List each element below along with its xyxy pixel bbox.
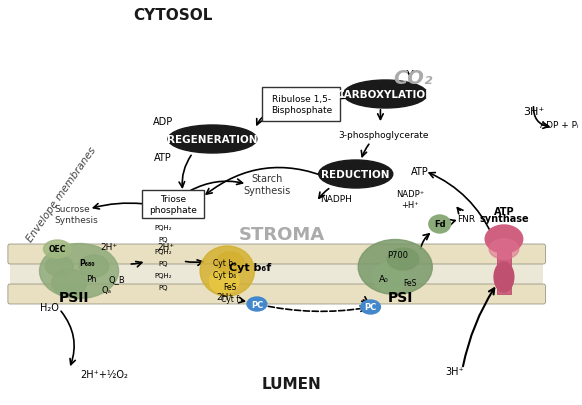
Text: PQ: PQ: [158, 237, 168, 243]
Text: ADP: ADP: [153, 117, 173, 127]
Text: PQ: PQ: [158, 260, 168, 266]
Text: 2H⁺+½O₂: 2H⁺+½O₂: [80, 369, 127, 379]
Text: 3-phosphoglycerate: 3-phosphoglycerate: [338, 130, 428, 139]
Ellipse shape: [79, 256, 109, 277]
Text: PQ: PQ: [158, 284, 168, 290]
Text: synthase: synthase: [479, 213, 529, 224]
Text: Cyt b₆: Cyt b₆: [212, 258, 236, 267]
Text: Cyt b₆f: Cyt b₆f: [229, 262, 271, 272]
Ellipse shape: [217, 252, 244, 274]
FancyBboxPatch shape: [262, 88, 340, 122]
Text: Cyt f: Cyt f: [221, 295, 239, 304]
Text: 2H⁺: 2H⁺: [158, 243, 175, 252]
Text: Ribulose 1,5-
Bisphosphate: Ribulose 1,5- Bisphosphate: [271, 95, 332, 115]
Ellipse shape: [485, 226, 523, 254]
Ellipse shape: [45, 256, 73, 276]
Ellipse shape: [247, 297, 267, 311]
Text: Ph: Ph: [86, 275, 96, 284]
Bar: [497, 239, 511, 294]
Text: ATP: ATP: [411, 166, 429, 177]
Text: 2H⁺: 2H⁺: [100, 243, 117, 252]
Text: 3H⁺: 3H⁺: [523, 107, 544, 117]
Text: PSII: PSII: [59, 290, 90, 304]
Ellipse shape: [358, 240, 432, 295]
Text: OEC: OEC: [49, 245, 66, 254]
Ellipse shape: [168, 126, 257, 153]
Text: REDUCTION: REDUCTION: [321, 170, 390, 179]
Text: Qₐ: Qₐ: [102, 285, 112, 294]
Text: CYTOSOL: CYTOSOL: [133, 7, 212, 22]
FancyBboxPatch shape: [8, 244, 545, 264]
Ellipse shape: [489, 239, 519, 259]
Text: FNR: FNR: [457, 215, 475, 224]
Text: PC: PC: [364, 303, 377, 312]
Ellipse shape: [494, 262, 514, 292]
FancyBboxPatch shape: [142, 190, 204, 218]
Text: ATP: ATP: [154, 153, 172, 162]
Ellipse shape: [429, 215, 450, 233]
Text: Triose
phosphate: Triose phosphate: [149, 195, 197, 214]
Ellipse shape: [44, 241, 71, 258]
Bar: [10, 248, 544, 300]
Text: FeS: FeS: [403, 278, 417, 287]
Ellipse shape: [40, 244, 119, 299]
Ellipse shape: [373, 262, 407, 292]
Text: A₀: A₀: [378, 275, 388, 284]
Text: REGENERATION: REGENERATION: [167, 135, 258, 145]
Ellipse shape: [343, 81, 427, 109]
Text: 3H⁺: 3H⁺: [445, 366, 464, 376]
Ellipse shape: [210, 269, 239, 294]
Ellipse shape: [200, 246, 254, 296]
Ellipse shape: [388, 248, 419, 270]
Text: LUMEN: LUMEN: [262, 377, 321, 392]
Ellipse shape: [361, 300, 381, 314]
Text: ATP: ATP: [494, 207, 514, 216]
Text: H₂O: H₂O: [40, 302, 59, 312]
Text: CARBOXYLATION: CARBOXYLATION: [336, 90, 434, 100]
Text: P700: P700: [386, 251, 408, 260]
Text: NADP⁺
+H⁺: NADP⁺ +H⁺: [396, 190, 424, 209]
Text: CO₂: CO₂: [393, 68, 433, 87]
Text: P₆₈₀: P₆₈₀: [79, 259, 95, 268]
Ellipse shape: [319, 161, 393, 189]
FancyBboxPatch shape: [8, 284, 545, 304]
Text: 2H⁺: 2H⁺: [217, 293, 234, 302]
Text: Cyt b₆: Cyt b₆: [212, 270, 236, 279]
Text: PC: PC: [251, 300, 263, 309]
Text: NADPH: NADPH: [320, 195, 352, 204]
Text: FeS: FeS: [223, 283, 237, 292]
Text: ADP + Pᵢ: ADP + Pᵢ: [540, 120, 579, 129]
Text: PQH₂: PQH₂: [154, 248, 172, 254]
Text: Starch
Synthesis: Starch Synthesis: [243, 174, 290, 195]
Text: Sucrose
Synthesis: Sucrose Synthesis: [54, 205, 98, 224]
Text: Fd: Fd: [434, 220, 446, 229]
Text: STROMA: STROMA: [239, 226, 325, 243]
Text: PQH₂: PQH₂: [154, 272, 172, 278]
Text: PSI: PSI: [388, 290, 413, 304]
Ellipse shape: [52, 269, 87, 297]
Text: Q_B: Q_B: [108, 275, 125, 284]
Text: PQH₂: PQH₂: [154, 224, 172, 230]
Text: Envelope membranes: Envelope membranes: [24, 145, 98, 244]
